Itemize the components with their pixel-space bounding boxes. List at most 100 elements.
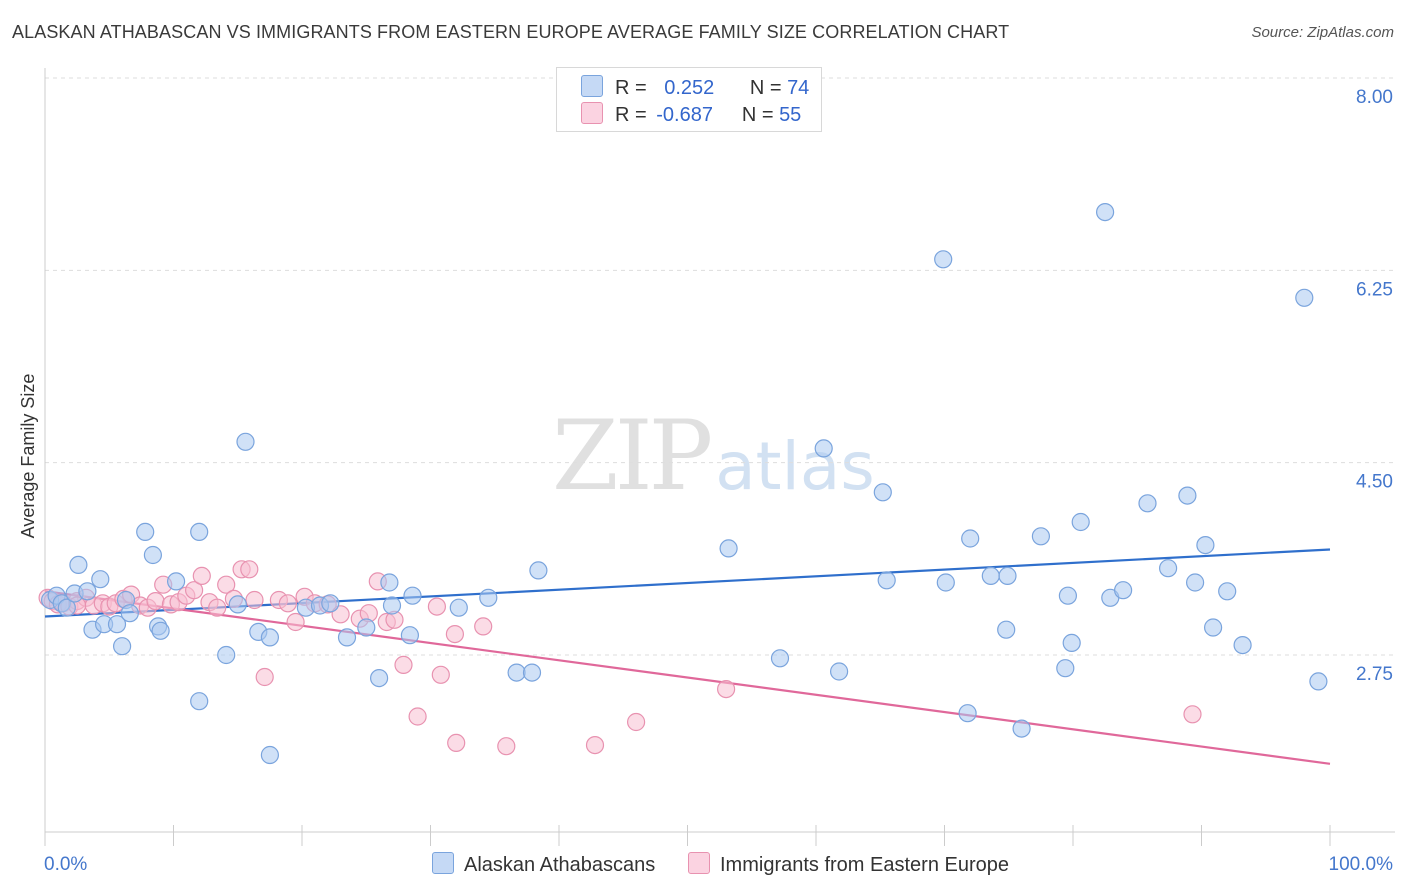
point-athabascan [91, 570, 110, 589]
bottom-legend-athabascan: Alaskan Athabascans [432, 852, 655, 877]
y-tick-label: 4.50 [1356, 472, 1393, 493]
point-athabascan [120, 604, 139, 623]
legend-n-label: N = [741, 104, 774, 126]
point-athabascan [961, 529, 980, 548]
legend-swatch-blue [581, 75, 603, 97]
legend-row-eastern-europe: R = -0.687 N = 55 [581, 102, 801, 126]
point-eastern-europe [185, 581, 204, 600]
point-athabascan [981, 566, 1000, 586]
watermark-zip: ZIP [552, 400, 713, 512]
point-athabascan [1178, 486, 1197, 505]
point-athabascan [1071, 512, 1090, 532]
point-eastern-europe [255, 667, 274, 687]
legend-r-label: R = [615, 104, 647, 126]
x-tick-label-end: 100.0% [1329, 854, 1394, 875]
point-athabascan [1031, 527, 1051, 546]
bottom-legend-label: Alaskan Athabascans [464, 854, 656, 876]
point-eastern-europe [217, 575, 236, 594]
point-eastern-europe [445, 624, 464, 644]
point-athabascan [57, 598, 76, 617]
point-athabascan [403, 586, 422, 605]
point-eastern-europe [286, 612, 305, 632]
bottom-legend-label: Immigrants from Eastern Europe [720, 854, 1009, 876]
bottom-legend-eastern-europe: Immigrants from Eastern Europe [688, 852, 1009, 877]
x-tick-label-start: 0.0% [44, 854, 87, 875]
point-eastern-europe [408, 707, 427, 726]
stats-legend: R = 0.252 N = 74 R = -0.687 N = 55 [556, 67, 822, 132]
point-athabascan [1196, 535, 1215, 555]
point-eastern-europe [208, 598, 227, 617]
legend-swatch-pink [581, 102, 603, 124]
point-athabascan [236, 432, 255, 451]
point-athabascan [1233, 635, 1252, 655]
source-label: Source: ZipAtlas.com [1251, 24, 1394, 41]
watermark-atlas: atlas [715, 428, 875, 505]
point-eastern-europe [431, 665, 450, 684]
point-athabascan [136, 522, 155, 542]
point-athabascan [507, 663, 526, 682]
legend-row-athabascan: R = 0.252 N = 74 [581, 75, 809, 99]
point-athabascan [770, 649, 790, 668]
point-athabascan [167, 572, 186, 591]
point-athabascan [143, 545, 162, 565]
legend-r-label: R = [615, 77, 647, 99]
point-eastern-europe [474, 617, 493, 636]
y-axis-title: Average Family Size [18, 374, 38, 539]
legend-n-value: 55 [779, 104, 802, 126]
point-athabascan [814, 439, 833, 458]
point-eastern-europe [1183, 705, 1202, 724]
point-eastern-europe [585, 735, 605, 755]
point-athabascan [78, 582, 97, 601]
point-athabascan [190, 522, 209, 542]
point-athabascan [1203, 618, 1223, 637]
point-athabascan [829, 662, 849, 681]
watermark: ZIPatlas [552, 400, 875, 512]
point-athabascan [112, 637, 132, 656]
data-points [38, 203, 1328, 765]
point-athabascan [719, 539, 738, 558]
point-athabascan [1095, 203, 1115, 222]
point-athabascan [522, 663, 542, 682]
point-athabascan [260, 628, 279, 647]
point-athabascan [1138, 494, 1157, 513]
point-athabascan [380, 573, 399, 592]
bottom-legend-swatch-pink [688, 852, 710, 874]
point-athabascan [190, 692, 209, 711]
point-athabascan [1218, 582, 1237, 601]
point-eastern-europe [427, 597, 446, 616]
point-eastern-europe [146, 591, 165, 611]
point-eastern-europe [192, 566, 211, 586]
point-athabascan [1295, 288, 1314, 307]
point-athabascan [479, 588, 498, 607]
point-athabascan [997, 620, 1016, 639]
point-athabascan [1058, 586, 1078, 605]
legend-n-label: N = [749, 77, 782, 99]
point-athabascan [1056, 659, 1075, 678]
point-athabascan [529, 561, 548, 580]
point-athabascan [958, 704, 977, 723]
point-eastern-europe [716, 679, 736, 699]
point-athabascan [151, 621, 170, 640]
point-eastern-europe [447, 733, 466, 753]
y-tick-label: 6.25 [1356, 279, 1393, 300]
point-athabascan [1012, 719, 1031, 738]
bottom-legend-swatch-blue [432, 852, 454, 874]
point-athabascan [873, 483, 892, 502]
point-athabascan [1309, 672, 1328, 691]
legend-r-value: -0.687 [656, 104, 713, 126]
point-athabascan [1113, 581, 1133, 600]
point-athabascan [1158, 559, 1178, 578]
point-athabascan [217, 645, 236, 665]
point-athabascan [449, 598, 468, 617]
point-athabascan [1062, 633, 1081, 653]
y-tick-label: 8.00 [1356, 87, 1393, 108]
point-athabascan [321, 594, 340, 613]
point-athabascan [107, 615, 127, 634]
point-eastern-europe [626, 712, 646, 732]
point-athabascan [357, 618, 376, 637]
point-eastern-europe [394, 655, 413, 675]
point-athabascan [228, 595, 247, 614]
point-eastern-europe [497, 737, 516, 756]
point-athabascan [936, 573, 955, 592]
